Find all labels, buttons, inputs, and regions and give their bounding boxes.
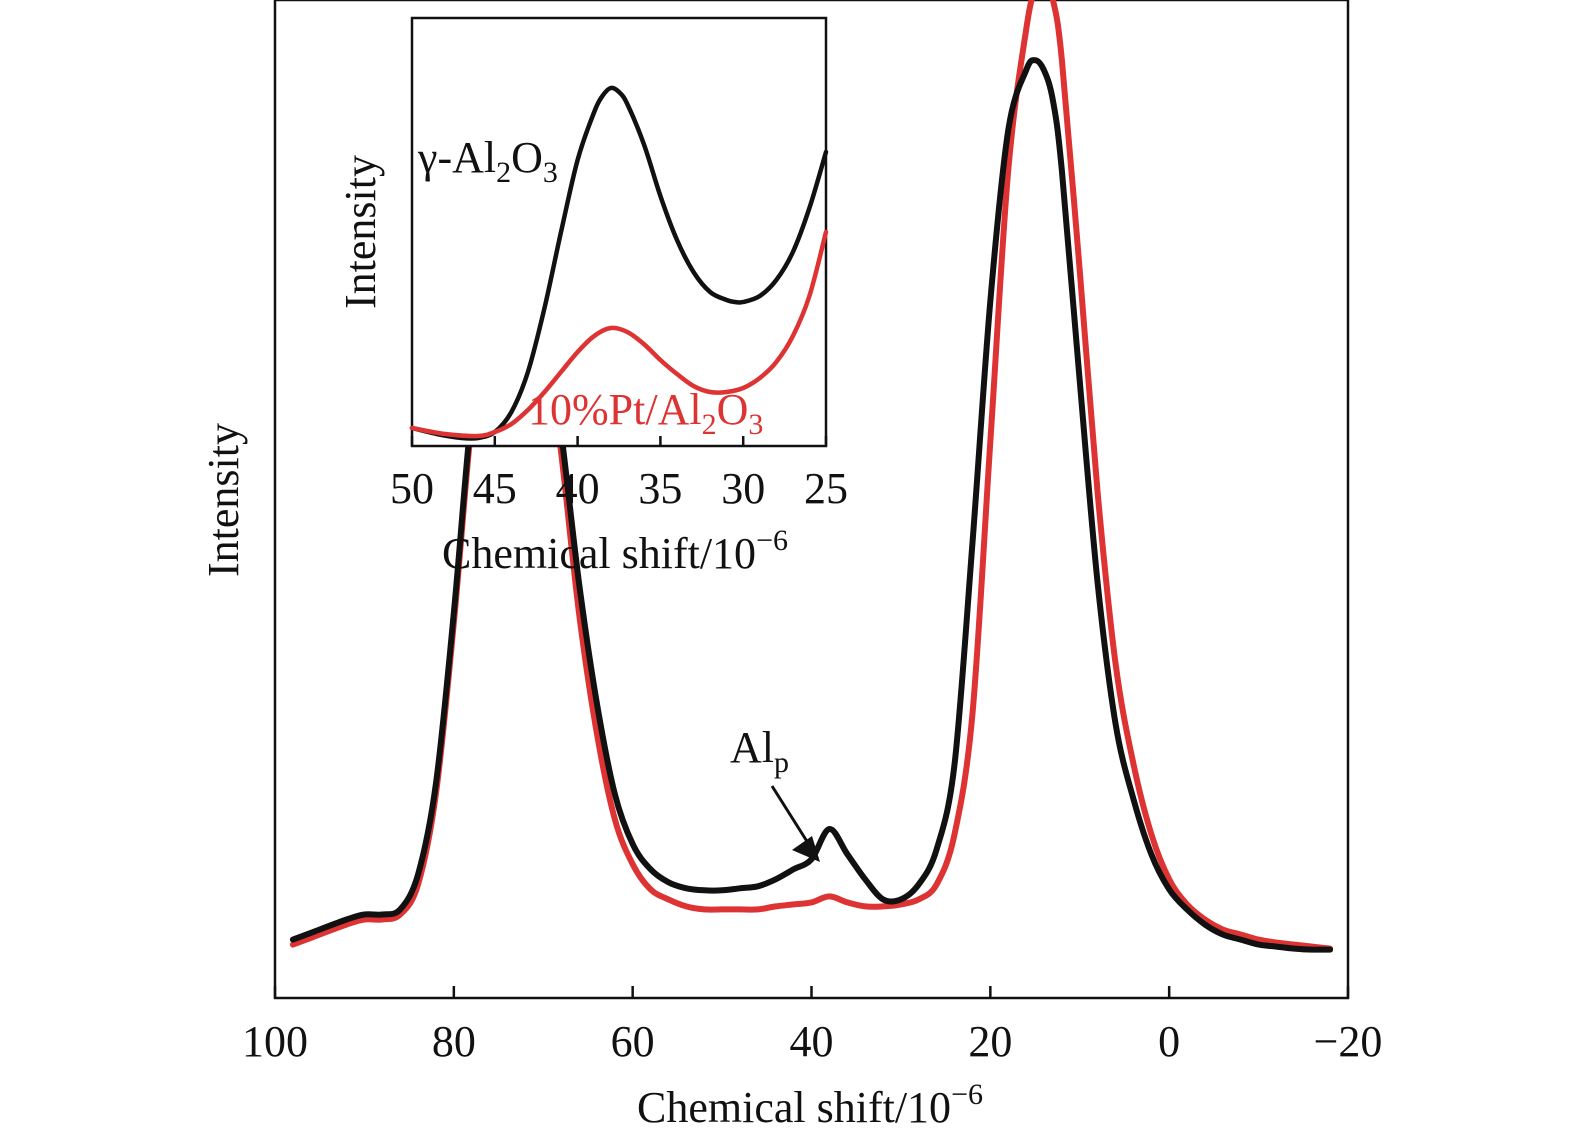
alp-annotation-arrowhead	[792, 836, 820, 862]
main-x-tick-label-6: −20	[1314, 1017, 1383, 1066]
inset-background	[412, 18, 826, 446]
main-x-tick-label-5: 0	[1158, 1017, 1180, 1066]
inset-y-axis-label: Intensity	[336, 155, 385, 309]
inset-x-tick-label-0: 50	[390, 464, 434, 513]
main-x-tick-label-2: 60	[611, 1017, 655, 1066]
main-x-tick-label-3: 40	[790, 1017, 834, 1066]
alp-annotation-label: Alp	[730, 723, 789, 779]
inset-label-pt-al2o3: 10%Pt/Al2O3	[528, 385, 763, 441]
inset-x-ticks: 50 45 40 35 30 25	[390, 436, 848, 513]
inset-series-line-0	[409, 85, 829, 441]
inset-x-tick-label-1: 45	[473, 464, 517, 513]
inset-label-gamma-al2o3: γ-Al2O3	[417, 133, 558, 189]
main-x-tick-label-1: 80	[432, 1017, 476, 1066]
main-x-tick-label-0: 100	[242, 1017, 308, 1066]
inset-x-axis-label: Chemical shift/10−6	[442, 524, 788, 578]
inset-x-tick-label-4: 30	[721, 464, 765, 513]
inset-x-tick-label-3: 35	[638, 464, 682, 513]
inset-x-tick-label-5: 25	[804, 464, 848, 513]
inset-series-group	[409, 85, 829, 441]
inset-series-line-1	[409, 229, 829, 439]
inset-x-tick-label-2: 40	[556, 464, 600, 513]
main-x-ticks: 100 80 60 40 20 0 −20	[242, 986, 1382, 1066]
alp-annotation: Alp	[730, 723, 820, 862]
main-x-tick-label-4: 20	[968, 1017, 1012, 1066]
main-y-axis-label: Intensity	[199, 423, 248, 577]
main-x-axis-label: Chemical shift/10−6	[637, 1078, 983, 1132]
alp-annotation-arrow-line	[770, 785, 810, 844]
